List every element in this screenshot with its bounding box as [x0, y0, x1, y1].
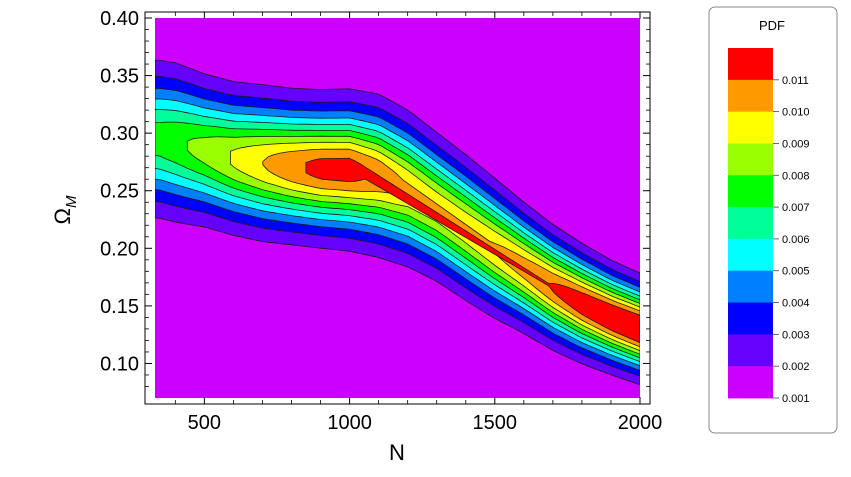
legend-swatch	[728, 334, 773, 367]
legend-swatch	[728, 111, 773, 144]
legend-swatch	[728, 48, 773, 81]
legend: PDF 0.0110.0100.0090.0080.0070.0060.0050…	[708, 6, 838, 434]
legend-swatch	[728, 366, 773, 399]
contour-level-0.010	[305, 157, 640, 344]
legend-tick-label: 0.001	[782, 393, 810, 405]
x-axis: 500 1000 1500 2000	[174, 12, 663, 434]
y-axis-title-symbol: Ω	[50, 208, 75, 224]
x-axis-title: N	[389, 440, 405, 465]
legend-swatch	[728, 175, 773, 208]
legend-swatch	[728, 302, 773, 335]
legend-tick-label: 0.002	[782, 361, 810, 373]
y-tick-label: 0.40	[100, 8, 139, 30]
y-tick-label: 0.15	[100, 296, 139, 318]
legend-tick-label: 0.003	[782, 329, 810, 341]
y-tick-label: 0.25	[100, 181, 139, 203]
legend-swatch	[728, 270, 773, 303]
legend-colorbar	[728, 48, 773, 399]
y-axis-title-subscript: M	[63, 195, 80, 208]
contour-level-0.009	[262, 148, 640, 348]
legend-tick-label: 0.005	[782, 266, 810, 278]
y-tick-label: 0.10	[100, 353, 139, 375]
x-tick-label: 2000	[618, 412, 663, 434]
contour-level-0.008	[230, 141, 640, 352]
legend-tick-label: 0.008	[782, 170, 810, 182]
legend-swatch	[728, 207, 773, 240]
svg-text:ΩM: ΩM	[50, 195, 80, 224]
y-axis: 0.10 0.15 0.20 0.25 0.30 0.35 0.40	[100, 8, 650, 387]
legend-swatch	[728, 79, 773, 113]
x-tick-label: 1500	[473, 412, 518, 434]
legend-tick-label: 0.007	[782, 202, 810, 214]
legend-tick-label: 0.010	[782, 107, 810, 119]
legend-labels: 0.011 0.010 0.009 0.008 0.007 0.006 0.005 0.004…	[773, 75, 810, 405]
legend-tick-label: 0.004	[782, 298, 810, 310]
y-axis-title: ΩM	[50, 195, 80, 224]
x-tick-label: 500	[188, 412, 221, 434]
y-tick-label: 0.35	[100, 66, 139, 88]
contour-layers	[155, 18, 640, 398]
legend-tick-label: 0.006	[782, 234, 810, 246]
legend-tick-label: 0.011	[782, 75, 809, 87]
plot-frame	[144, 11, 651, 405]
legend-swatch	[728, 143, 773, 176]
y-tick-label: 0.30	[100, 123, 139, 145]
y-tick-label: 0.20	[100, 238, 139, 260]
legend-title: PDF	[759, 18, 785, 33]
legend-tick-label: 0.009	[782, 138, 810, 150]
x-tick-label: 1000	[327, 412, 372, 434]
legend-swatch	[728, 238, 773, 272]
